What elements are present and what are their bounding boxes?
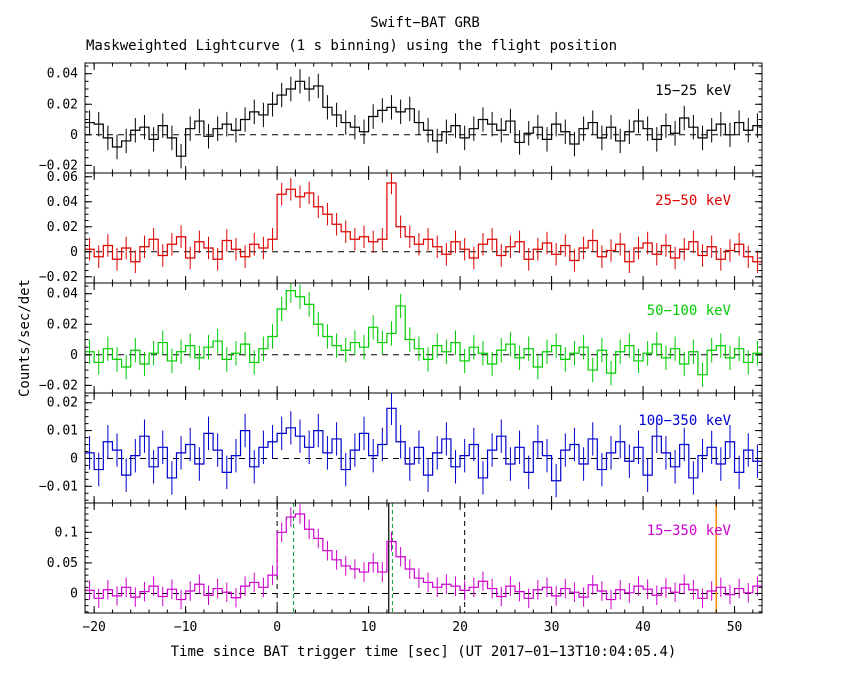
panel-1: 0.06 0.04 0.02 0 −0.02 25−50 keV [39, 170, 763, 285]
y-axis-label: Counts/sec/det [17, 279, 33, 398]
svg-text:0.04: 0.04 [47, 67, 78, 82]
svg-text:−0.02: −0.02 [39, 158, 78, 173]
svg-text:0.05: 0.05 [47, 556, 78, 571]
svg-text:0: 0 [70, 586, 78, 601]
panel-2: 0.04 0.02 0 −0.02 50−100 keV [39, 282, 763, 394]
svg-text:0.06: 0.06 [47, 170, 78, 185]
svg-text:−0.01: −0.01 [39, 479, 78, 494]
x-tick-label: 40 [635, 620, 651, 635]
svg-text:0: 0 [70, 348, 78, 363]
svg-text:0: 0 [70, 128, 78, 143]
band-label-4: 15−350 keV [647, 523, 732, 539]
x-tick-label: −10 [174, 620, 197, 635]
svg-text:0.02: 0.02 [47, 220, 78, 235]
chart-title: Swift−BAT GRB [370, 15, 480, 31]
svg-text:0.02: 0.02 [47, 97, 78, 112]
x-tick-label: 20 [452, 620, 468, 635]
svg-text:0.04: 0.04 [47, 287, 78, 302]
x-tick-label: 50 [727, 620, 743, 635]
panel-3: 0.02 0.01 0 −0.01 100−350 keV [39, 392, 763, 504]
x-axis-label: Time since BAT trigger time [sec] (UT 20… [170, 644, 677, 660]
band-label-0: 15−25 keV [655, 83, 731, 99]
svg-text:0.01: 0.01 [47, 424, 78, 439]
svg-text:0.1: 0.1 [55, 525, 78, 540]
svg-text:0: 0 [70, 451, 78, 466]
x-tick-label: 10 [361, 620, 377, 635]
svg-text:0.02: 0.02 [47, 317, 78, 332]
x-tick-label: 30 [544, 620, 560, 635]
x-tick-label: −20 [82, 620, 105, 635]
panel-4: 0.1 0.05 0 15−350 keV [47, 502, 763, 614]
svg-text:0.02: 0.02 [47, 396, 78, 411]
svg-text:0.04: 0.04 [47, 195, 78, 210]
panel-0: 0.04 0.02 0 −0.02 15−25 keV [39, 62, 763, 174]
svg-text:0: 0 [70, 245, 78, 260]
svg-text:−0.02: −0.02 [39, 378, 78, 393]
band-label-1: 25−50 keV [655, 193, 731, 209]
band-label-3: 100−350 keV [638, 413, 731, 429]
band-label-2: 50−100 keV [647, 303, 732, 319]
svg-text:−0.02: −0.02 [39, 270, 78, 285]
x-tick-label: 0 [273, 620, 281, 635]
chart-subtitle: Maskweighted Lightcurve (1 s binning) us… [86, 38, 618, 54]
